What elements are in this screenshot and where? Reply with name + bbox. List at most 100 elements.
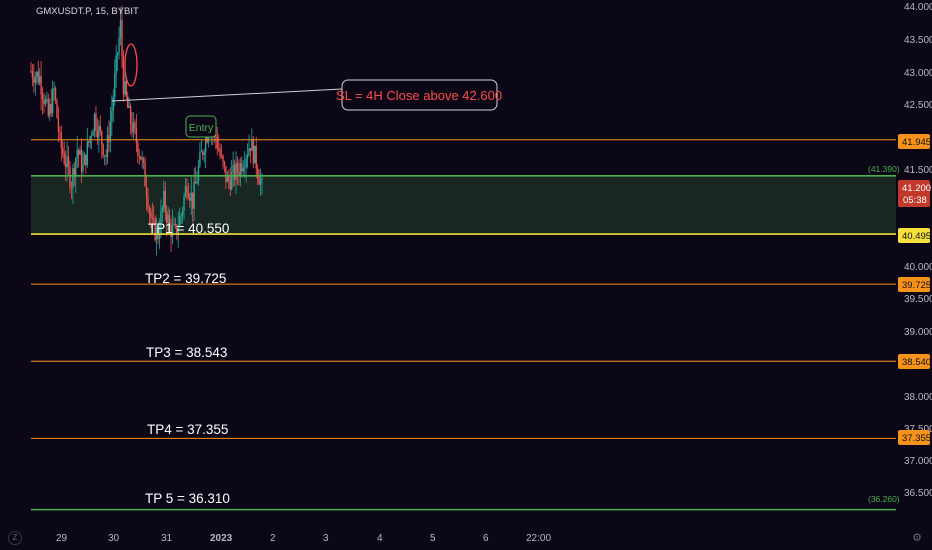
candle-body bbox=[46, 99, 48, 100]
candle-body bbox=[197, 165, 200, 182]
time-tick: 30 bbox=[108, 533, 120, 544]
price-tick: 37.000 bbox=[904, 456, 932, 467]
entry-label: Entry bbox=[189, 122, 214, 134]
price-levels bbox=[31, 139, 896, 511]
candle-body bbox=[166, 211, 168, 223]
candle-body bbox=[183, 196, 185, 211]
candle-body bbox=[128, 106, 130, 108]
price-tick: 39.500 bbox=[904, 294, 932, 305]
candle-body bbox=[132, 121, 135, 133]
candle-body bbox=[170, 224, 172, 238]
price-tick: 39.000 bbox=[904, 327, 932, 338]
candle-body bbox=[40, 76, 42, 95]
candle-body bbox=[57, 117, 60, 132]
candle-body bbox=[108, 135, 110, 142]
candle-body bbox=[147, 196, 149, 209]
candle-body bbox=[145, 186, 148, 197]
candle-body bbox=[256, 168, 259, 178]
candle-body bbox=[239, 163, 242, 177]
candle-body bbox=[59, 131, 61, 133]
candle-body bbox=[90, 135, 93, 137]
candle-body bbox=[33, 77, 35, 83]
candle-body bbox=[226, 176, 229, 182]
candle-body bbox=[88, 141, 90, 143]
candle-body bbox=[255, 145, 257, 169]
level-tag-39725 bbox=[898, 277, 930, 292]
candle-body bbox=[246, 155, 249, 159]
candle-body bbox=[109, 121, 112, 142]
candle-body bbox=[96, 130, 99, 138]
candle-body bbox=[186, 186, 188, 194]
candle-body bbox=[154, 218, 156, 240]
candle-body bbox=[174, 223, 177, 225]
candle-body bbox=[235, 162, 237, 180]
candle-body bbox=[111, 111, 113, 122]
time-tick: 22:00 bbox=[526, 533, 551, 544]
candle-body bbox=[92, 131, 94, 136]
candle-body bbox=[184, 186, 187, 197]
candle-body bbox=[141, 158, 143, 160]
candle-body bbox=[187, 193, 190, 198]
price-tick: 43.500 bbox=[904, 35, 932, 46]
sl-label-box bbox=[341, 79, 498, 111]
tp3-label: TP3 = 38.543 bbox=[146, 345, 227, 360]
level-tag-40495 bbox=[898, 228, 930, 243]
candle-body bbox=[228, 176, 230, 181]
candle-body bbox=[79, 149, 81, 155]
candle-body bbox=[138, 155, 140, 157]
candle-body bbox=[124, 81, 126, 95]
candle-body bbox=[167, 215, 169, 223]
candle-body bbox=[121, 19, 123, 57]
sl-pointer-line bbox=[111, 88, 343, 102]
candle-body bbox=[222, 155, 224, 162]
level-tag-40495-text: 40.495 bbox=[902, 231, 931, 242]
candle-body bbox=[236, 162, 239, 173]
candle-body bbox=[135, 128, 138, 143]
settings-icon[interactable]: ⚙ bbox=[912, 532, 922, 544]
candle-body bbox=[137, 142, 139, 156]
entry-label-box bbox=[185, 115, 217, 138]
candle-body bbox=[77, 150, 80, 155]
tradingview-logo-icon[interactable]: Z bbox=[8, 531, 22, 545]
candle-body bbox=[37, 71, 39, 83]
countdown-text: 05:38 bbox=[903, 195, 927, 206]
candle-body bbox=[127, 96, 129, 108]
candle-body bbox=[75, 158, 77, 177]
candle-body bbox=[36, 71, 38, 77]
level-tag-38540-text: 38.540 bbox=[902, 357, 931, 368]
time-tick: 31 bbox=[161, 533, 173, 544]
candle-body bbox=[67, 156, 70, 167]
candle-body bbox=[190, 192, 192, 201]
candle-body bbox=[245, 158, 247, 167]
candle-body bbox=[76, 150, 78, 159]
candle-body bbox=[116, 52, 119, 56]
candle-body bbox=[200, 151, 203, 153]
candle-body bbox=[125, 81, 127, 97]
price-tick: 41.500 bbox=[904, 165, 932, 176]
candle-body bbox=[73, 168, 76, 177]
candle-body bbox=[82, 165, 84, 172]
candle-body bbox=[106, 135, 109, 158]
tp4-label: TP4 = 37.355 bbox=[147, 422, 228, 437]
candle-body bbox=[44, 99, 47, 105]
candle-body bbox=[140, 156, 142, 160]
candle-body bbox=[199, 151, 201, 166]
price-axis[interactable]: 44.000 43.500 43.000 42.500 41.500 40.00… bbox=[868, 2, 932, 504]
candle-body bbox=[238, 172, 240, 177]
level-tag-38540 bbox=[898, 354, 930, 369]
candle-body bbox=[243, 166, 246, 169]
candle-body bbox=[202, 151, 204, 155]
price-tick: 38.000 bbox=[904, 392, 932, 403]
candle-body bbox=[134, 121, 136, 129]
candle-body bbox=[217, 148, 220, 151]
candle-body bbox=[69, 166, 71, 188]
candle-body bbox=[99, 125, 101, 132]
candle-body bbox=[41, 94, 44, 100]
candle-body bbox=[142, 158, 145, 163]
candle-body bbox=[251, 139, 253, 151]
candle-body bbox=[233, 164, 236, 180]
candle-body bbox=[122, 56, 125, 95]
time-axis[interactable]: 29 30 31 2023 2 3 4 5 6 22:00 bbox=[56, 533, 551, 544]
candle-body bbox=[176, 224, 178, 235]
